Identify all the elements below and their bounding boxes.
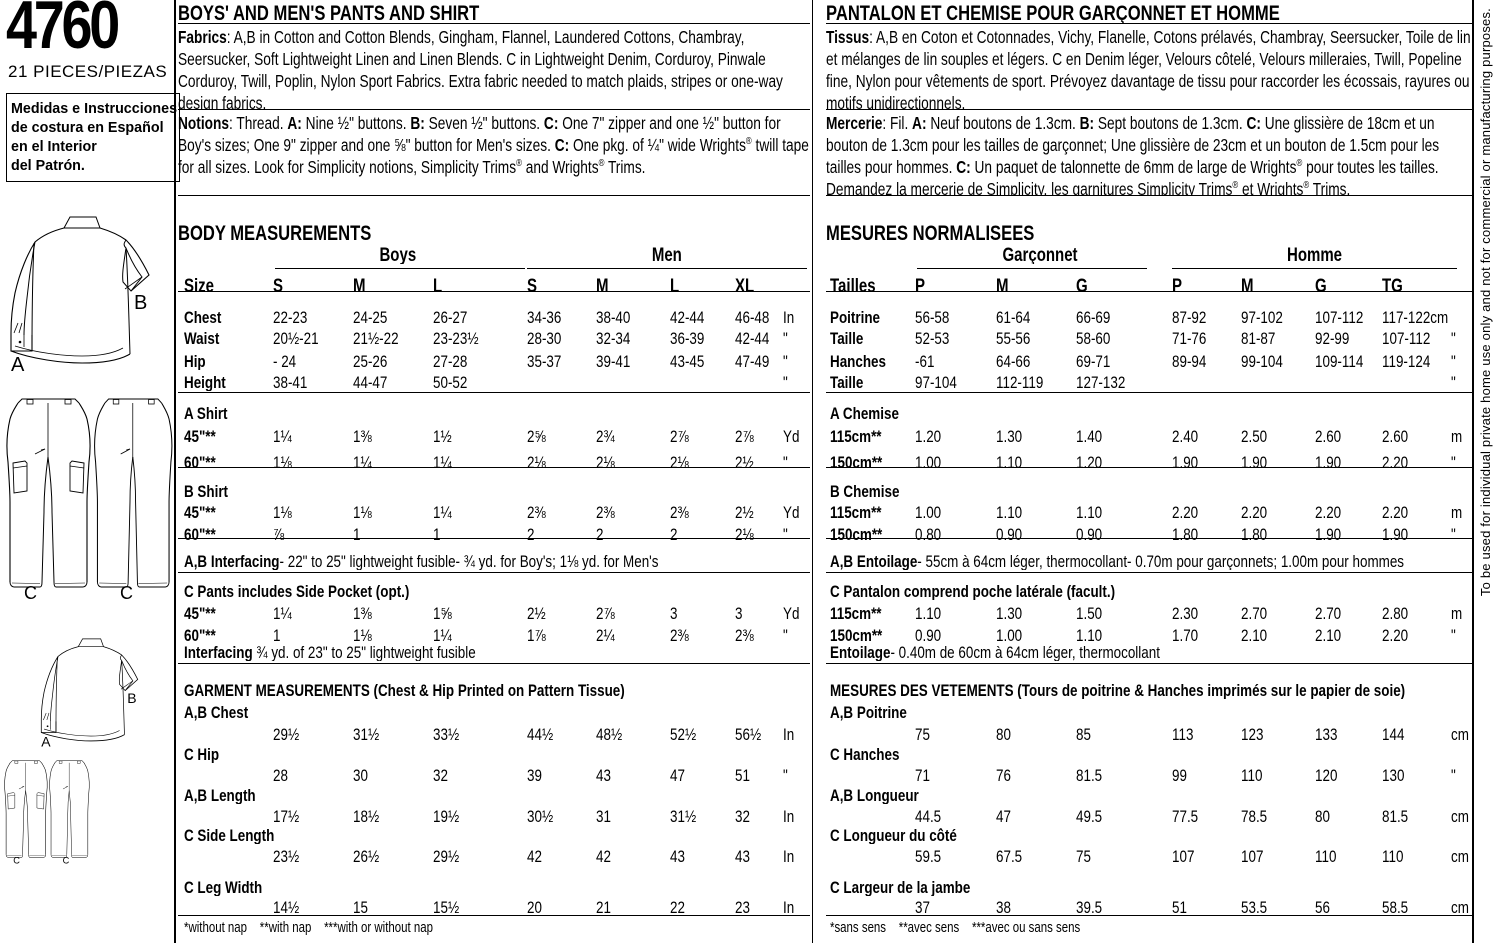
svg-text:C: C xyxy=(24,583,37,600)
svg-text:B: B xyxy=(134,292,147,314)
svg-text:C: C xyxy=(13,855,20,864)
svg-text:A: A xyxy=(11,354,25,376)
svg-text:B: B xyxy=(127,690,136,706)
svg-text:C: C xyxy=(120,583,133,600)
svg-text:C: C xyxy=(63,855,70,864)
svg-text:A: A xyxy=(41,734,51,750)
